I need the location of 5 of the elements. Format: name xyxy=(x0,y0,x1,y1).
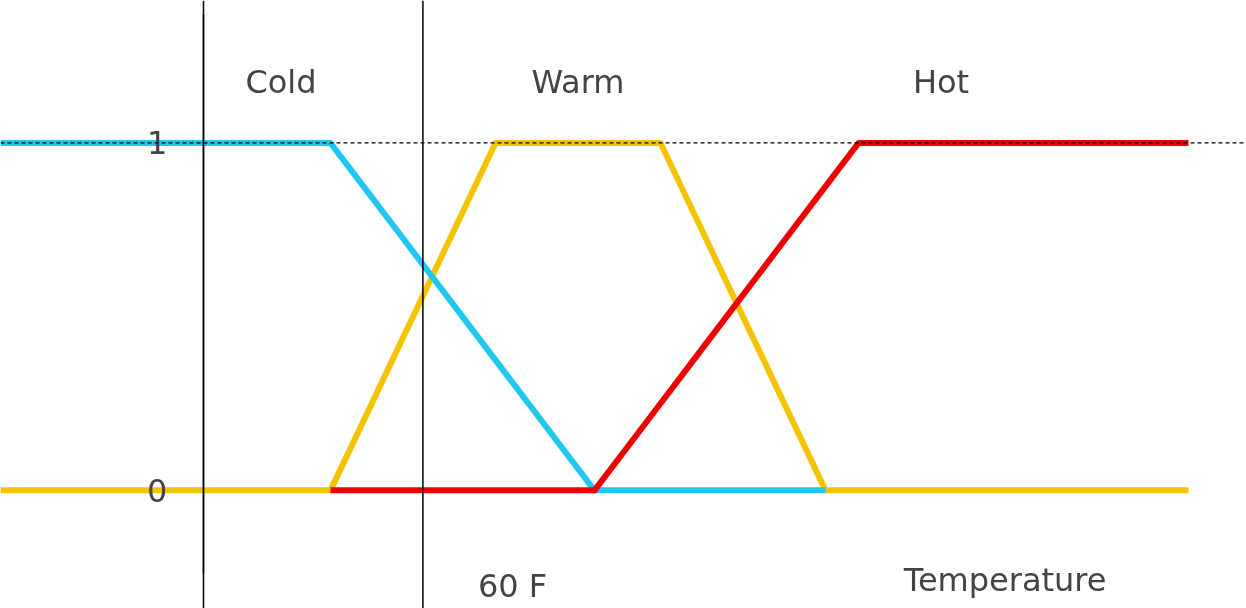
series-label: Hot xyxy=(912,62,970,101)
series-label: Warm xyxy=(531,62,625,101)
series-label: Cold xyxy=(245,62,317,101)
annotation: 60 F xyxy=(477,566,548,605)
x-axis-title: Temperature xyxy=(902,560,1107,599)
